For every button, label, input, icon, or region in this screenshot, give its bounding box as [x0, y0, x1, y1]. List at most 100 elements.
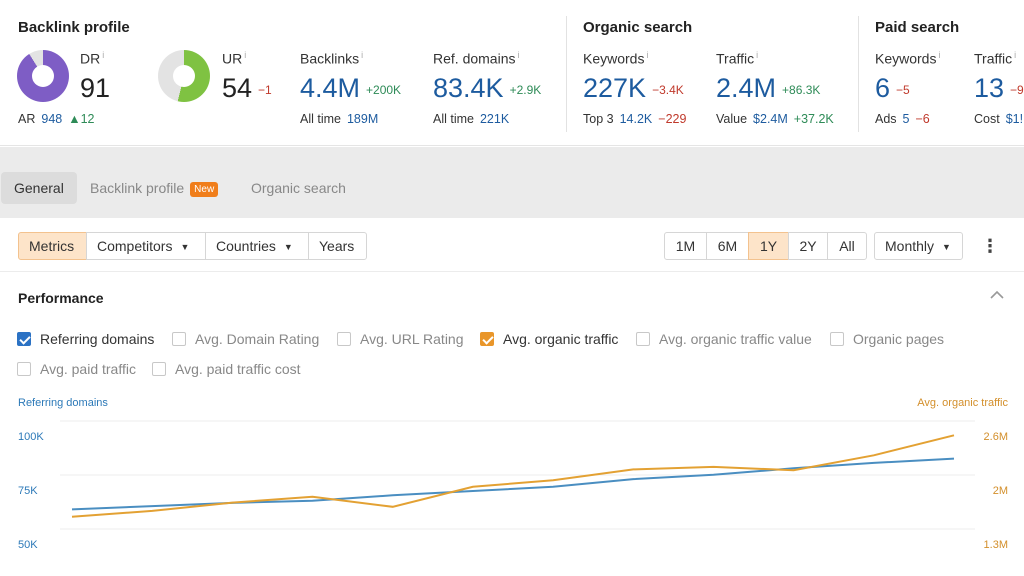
- checkbox-icon[interactable]: [152, 362, 166, 376]
- more-options-icon[interactable]: ⋮: [981, 236, 999, 256]
- info-icon[interactable]: i: [517, 50, 520, 60]
- dr-label[interactable]: DR i: [80, 50, 105, 67]
- organic-keywords-delta: −3.4K: [652, 83, 684, 97]
- checkbox-avg-organic-traffic-value[interactable]: Avg. organic traffic value: [636, 329, 812, 349]
- right-tick-label: 1.3M: [983, 539, 1008, 551]
- organic-keywords-value[interactable]: 227K −3.4K: [583, 73, 684, 103]
- new-badge: New: [190, 182, 219, 197]
- ref-domains-delta: +2.9K: [509, 83, 542, 97]
- interval-dropdown[interactable]: Monthly ▼: [874, 232, 963, 260]
- performance-title: Performance: [18, 290, 104, 306]
- years-button[interactable]: Years: [308, 232, 367, 260]
- caret-down-icon: ▼: [283, 242, 293, 252]
- ur-value: 54 −1: [222, 73, 272, 103]
- backlinks-value[interactable]: 4.4M +200K: [300, 73, 402, 103]
- range-6m-button[interactable]: 6M: [706, 232, 749, 260]
- organic-top3-delta: −229: [658, 112, 687, 126]
- organic-traffic-money[interactable]: $2.4M: [753, 112, 788, 126]
- checkbox-icon[interactable]: [480, 332, 494, 346]
- range-1m-button[interactable]: 1M: [664, 232, 707, 260]
- ref-domains-value[interactable]: 83.4K +2.9K: [433, 73, 542, 103]
- checkbox-icon[interactable]: [17, 362, 31, 376]
- checkbox-avg-paid-traffic-cost[interactable]: Avg. paid traffic cost: [152, 359, 301, 379]
- metrics-header: Backlink profile Organic search Paid sea…: [0, 0, 1024, 146]
- paid-keywords-value[interactable]: 6 −5: [875, 73, 910, 103]
- checkbox-icon[interactable]: [337, 332, 351, 346]
- ur-label[interactable]: UR i: [222, 50, 247, 67]
- organic-keywords-label[interactable]: Keywords i: [583, 50, 649, 67]
- tab-general[interactable]: General: [1, 172, 77, 204]
- info-icon[interactable]: i: [361, 50, 364, 60]
- chart-toolbar: Metrics Competitors ▼ Countries ▼ Years 1M…: [0, 218, 1024, 272]
- metrics-button[interactable]: Metrics: [18, 232, 87, 260]
- ar-stat: AR 948 ▲12: [18, 112, 95, 126]
- countries-dropdown[interactable]: Countries ▼: [205, 232, 309, 260]
- organic-traffic-value-stat: Value $2.4M +37.2K: [716, 112, 834, 126]
- checkbox-icon[interactable]: [830, 332, 844, 346]
- ur-donut-chart: [158, 50, 210, 102]
- backlinks-all-time: All time 189M: [300, 112, 379, 126]
- left-tick-label: 100K: [18, 431, 44, 443]
- organic-traffic-money-delta: +37.2K: [793, 112, 834, 126]
- tab-organic-search[interactable]: Organic search: [251, 180, 346, 196]
- info-icon[interactable]: i: [102, 50, 105, 60]
- ar-value[interactable]: 948: [41, 112, 63, 126]
- paid-traffic-value[interactable]: 13 −9: [974, 73, 1024, 103]
- checkbox-icon[interactable]: [17, 332, 31, 346]
- checkbox-icon[interactable]: [172, 332, 186, 346]
- paid-traffic-label[interactable]: Traffic i: [974, 50, 1017, 67]
- info-icon[interactable]: i: [1014, 50, 1017, 60]
- organic-traffic-line: [71, 434, 955, 518]
- paid-keywords-delta: −5: [896, 83, 910, 97]
- info-icon[interactable]: i: [756, 50, 759, 60]
- checkbox-avg-url-rating[interactable]: Avg. URL Rating: [337, 329, 464, 349]
- ref-domains-all-time-value[interactable]: 221K: [479, 112, 510, 126]
- competitors-dropdown[interactable]: Competitors ▼: [86, 232, 206, 260]
- left-tick-label: 75K: [18, 485, 38, 497]
- paid-keywords-label[interactable]: Keywords i: [875, 50, 941, 67]
- backlink-profile-title: Backlink profile: [18, 19, 130, 36]
- caret-down-icon: ▼: [180, 242, 190, 252]
- organic-top3-value[interactable]: 14.2K: [619, 112, 653, 126]
- organic-traffic-label[interactable]: Traffic i: [716, 50, 759, 67]
- ur-delta: −1: [258, 83, 272, 97]
- right-axis-title: Avg. organic traffic: [917, 397, 1008, 409]
- paid-traffic-delta: −9: [1010, 83, 1024, 97]
- paid-ads: Ads 5 −6: [875, 112, 930, 126]
- paid-ads-delta: −6: [915, 112, 930, 126]
- backlinks-delta: +200K: [366, 83, 402, 97]
- section-divider: [858, 16, 859, 132]
- organic-traffic-delta: +86.3K: [782, 83, 821, 97]
- range-all-button[interactable]: All: [827, 232, 867, 260]
- range-1y-button[interactable]: 1Y: [748, 232, 789, 260]
- paid-cost: Cost $1!: [974, 112, 1024, 126]
- range-2y-button[interactable]: 2Y: [788, 232, 828, 260]
- dr-donut-chart: [17, 50, 69, 102]
- info-icon[interactable]: i: [938, 50, 941, 60]
- backlinks-label[interactable]: Backlinks i: [300, 50, 364, 67]
- organic-top3: Top 3 14.2K −229: [583, 112, 687, 126]
- info-icon[interactable]: i: [646, 50, 649, 60]
- ar-delta: ▲12: [68, 112, 95, 126]
- paid-traffic-clip: Traffic i 13 −9 Cost $1!: [0, 0, 1024, 146]
- checkbox-avg-organic-traffic[interactable]: Avg. organic traffic: [480, 329, 618, 349]
- checkbox-avg-paid-traffic[interactable]: Avg. paid traffic: [17, 359, 136, 379]
- caret-down-icon: ▼: [942, 242, 951, 252]
- tab-backlink-profile[interactable]: Backlink profile New: [77, 172, 231, 204]
- organic-traffic-value[interactable]: 2.4M +86.3K: [716, 73, 821, 103]
- info-icon[interactable]: i: [244, 50, 247, 60]
- checkbox-icon[interactable]: [636, 332, 650, 346]
- checkbox-avg-domain-rating[interactable]: Avg. Domain Rating: [172, 329, 319, 349]
- paid-cost-value[interactable]: $1!: [1005, 112, 1024, 126]
- report-tabs: General Backlink profile New Organic sear…: [0, 147, 1024, 218]
- backlinks-all-time-value[interactable]: 189M: [346, 112, 379, 126]
- ref-domains-label[interactable]: Ref. domains i: [433, 50, 520, 67]
- checkbox-organic-pages[interactable]: Organic pages: [830, 329, 944, 349]
- checkbox-referring-domains[interactable]: Referring domains: [17, 329, 154, 349]
- left-axis-title: Referring domains: [18, 397, 108, 409]
- collapse-chevron-icon[interactable]: [990, 288, 1004, 303]
- paid-ads-value[interactable]: 5: [902, 112, 910, 126]
- left-tick-label: 50K: [18, 539, 38, 551]
- ref-domains-all-time: All time 221K: [433, 112, 510, 126]
- section-divider: [566, 16, 567, 132]
